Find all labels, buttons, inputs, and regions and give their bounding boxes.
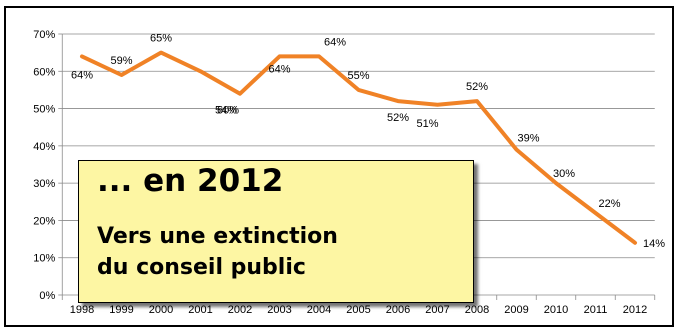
y-tick-label: 30%	[33, 178, 55, 190]
callout-heading: ... en 2012	[97, 163, 284, 199]
x-tick-label: 1998	[70, 304, 94, 316]
line-chart: 0% 10% 20% 30% 40% 50% 60% 70% 1998 1999 2000 2001…	[33, 29, 665, 316]
x-tick-label: 2007	[425, 304, 449, 316]
x-tick-label: 2008	[465, 304, 489, 316]
x-tick-label: 2005	[346, 304, 370, 316]
data-label: 64%	[71, 69, 93, 81]
x-tick-label: 2010	[544, 304, 568, 316]
data-label: 51%	[416, 118, 438, 130]
data-labels: 64% 59% 65% 60%54% 64% 64% 55% 52% 51% 52% 39% 30% 2…	[71, 33, 665, 250]
x-tick-label: 2006	[386, 304, 410, 316]
y-tick-label: 70%	[33, 29, 55, 41]
callout-line-2: du conseil public	[97, 255, 306, 280]
data-label: 52%	[387, 112, 409, 124]
y-axis-ticks: 0% 10% 20% 30% 40% 50% 60% 70%	[33, 29, 63, 302]
data-label: 54%	[215, 105, 237, 117]
callout-subtitle: Vers une extinction du conseil public	[97, 221, 338, 283]
x-tick-label: 2002	[228, 304, 252, 316]
data-label: 52%	[466, 81, 488, 93]
y-tick-label: 0%	[39, 290, 55, 302]
x-axis-ticks: 1998 1999 2000 2001 2002 2003 2004 2005 2006 2007…	[61, 295, 656, 316]
x-tick-label: 2009	[504, 304, 528, 316]
data-label: 55%	[347, 70, 369, 82]
x-tick-label: 2004	[307, 304, 331, 316]
callout-line-1: Vers une extinction	[97, 224, 338, 249]
data-label: 60%	[217, 105, 239, 117]
data-label: 59%	[110, 55, 132, 67]
y-tick-label: 60%	[33, 66, 55, 78]
slide-frame: 0% 10% 20% 30% 40% 50% 60% 70% 1998 1999 2000 2001…	[4, 6, 674, 327]
y-tick-label: 10%	[33, 253, 55, 265]
x-tick-label: 2012	[623, 304, 647, 316]
x-tick-label: 2003	[267, 304, 291, 316]
x-tick-label: 2001	[188, 304, 212, 316]
data-label: 22%	[598, 198, 620, 210]
x-tick-label: 2000	[149, 304, 173, 316]
data-label: 64%	[324, 36, 346, 48]
y-tick-label: 20%	[33, 215, 55, 227]
x-tick-label: 1999	[109, 304, 133, 316]
y-tick-label: 40%	[33, 141, 55, 153]
data-label: 30%	[553, 168, 575, 180]
annotation-callout: ... en 2012 Vers une extinction du conse…	[78, 160, 474, 303]
data-label: 39%	[517, 133, 539, 145]
series	[80, 50, 637, 245]
x-tick-label: 2011	[584, 304, 608, 316]
data-label: 65%	[150, 33, 172, 45]
data-label: 64%	[268, 63, 290, 75]
y-tick-label: 50%	[33, 104, 55, 116]
data-label: 14%	[643, 238, 665, 250]
